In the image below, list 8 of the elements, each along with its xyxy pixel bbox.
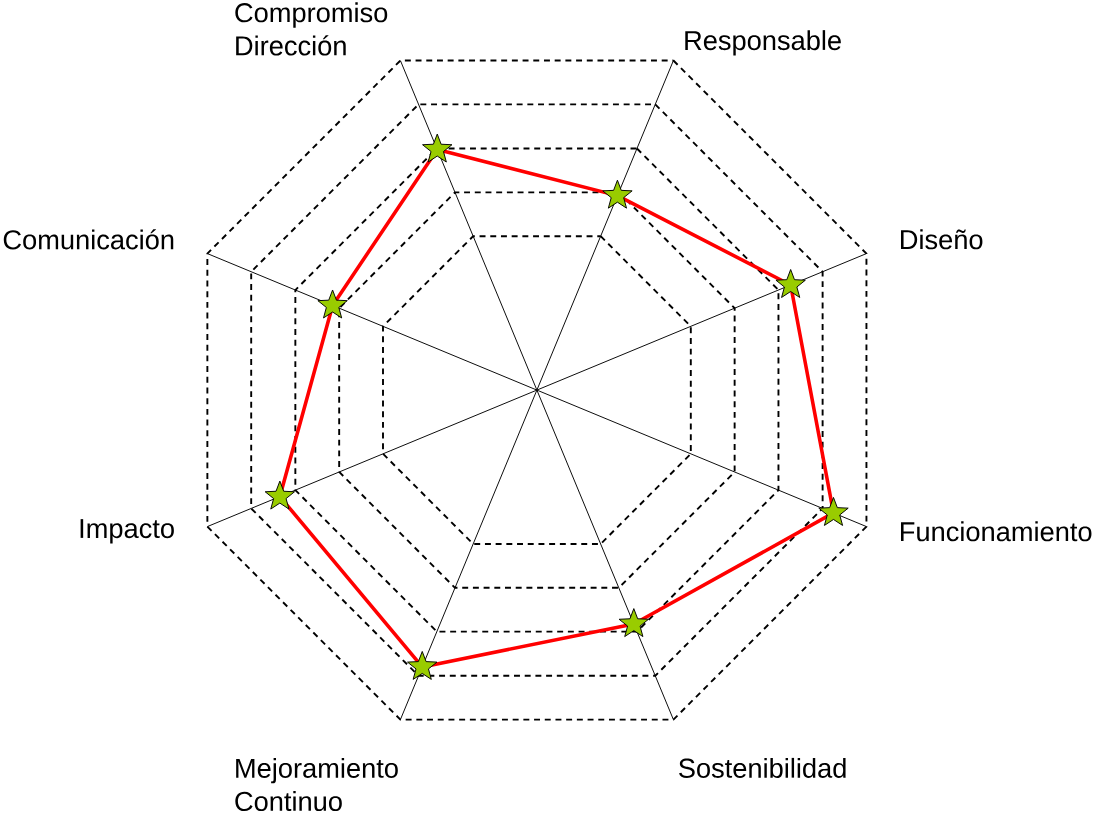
spoke-label: Compromiso Dirección (235, 2, 388, 56)
spoke-label: Funcionamiento (901, 521, 1092, 542)
spoke-label: Impacto (80, 518, 174, 544)
spoke-label: Diseño (901, 229, 983, 250)
spoke-label: Sostenibilidad (679, 757, 846, 778)
spoke-label: Comunicación (3, 228, 174, 250)
spoke-label: Mejoramiento Continuo (235, 757, 398, 811)
spoke-label: Responsable (685, 29, 841, 56)
